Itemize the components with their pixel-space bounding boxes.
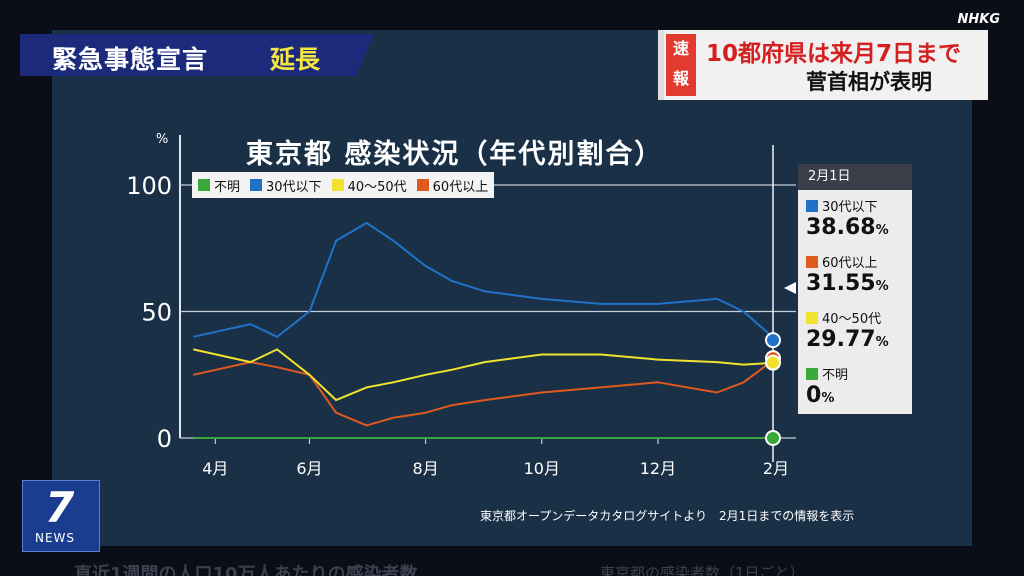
banner-sub-text: 延長 [270, 45, 321, 74]
info-label: 不明 [822, 368, 849, 383]
info-pointer-icon [784, 282, 796, 294]
legend-swatch [416, 179, 429, 191]
breaking-line-1: 10都府県は来月7日まで [706, 41, 962, 67]
legend-item-40-50s: 40～50代 [331, 176, 407, 195]
series-line-40-50s [193, 348, 777, 402]
x-tick-label: 6月 [296, 459, 322, 478]
x-tick-label: 10月 [524, 459, 560, 478]
info-date: 2月1日 [798, 164, 912, 190]
info-row-40-50s: 40～50代 29.77% [806, 308, 889, 352]
info-value: 0 [806, 383, 822, 408]
legend-swatch [331, 179, 344, 191]
info-swatch [806, 255, 818, 268]
legend-item-unknown: 不明 [198, 176, 240, 195]
headline-banner: 緊急事態宣言 延長 [20, 34, 374, 76]
chart-legend: 不明 30代以下 40～50代 60代以上 [192, 172, 495, 198]
x-tick-label: 12月 [640, 459, 676, 478]
info-label: 60代以上 [822, 256, 878, 271]
next-segment-right: 東京都の感染者数（1日ごと） [600, 564, 805, 576]
legend-label: 60代以上 [432, 179, 489, 195]
info-value: 31.55 [806, 271, 876, 296]
y-tick-label: 0 [157, 425, 172, 453]
info-swatch [806, 367, 818, 380]
news7-logo: 7 NEWS [22, 480, 100, 552]
legend-swatch [250, 179, 263, 191]
legend-label: 30代以下 [266, 179, 322, 195]
y-tick-label: 50 [141, 299, 172, 327]
value-info-box: 2月1日 30代以下 38.68% 60代以上 31.55% 40～50代 29… [798, 164, 912, 414]
breaking-line-2: 菅首相が表明 [806, 70, 932, 94]
legend-label: 不明 [214, 179, 241, 195]
info-row-under30s: 30代以下 38.68% [806, 196, 889, 240]
legend-item-under30s: 30代以下 [250, 176, 322, 195]
info-unit: % [821, 391, 835, 406]
info-value: 38.68 [806, 215, 876, 240]
info-unit: % [875, 335, 889, 350]
info-value: 29.77 [806, 327, 876, 352]
info-swatch [806, 199, 818, 212]
legend-label: 40～50代 [347, 179, 407, 195]
info-label: 30代以下 [822, 200, 878, 215]
series-endpoint-dot [765, 430, 781, 446]
banner-main-text: 緊急事態宣言 [52, 45, 209, 74]
legend-item-60s-plus: 60代以上 [416, 176, 489, 195]
data-source-note: 東京都オープンデータカタログサイトより 2月1日までの情報を表示 [480, 509, 855, 523]
series-line-30s-under [193, 222, 777, 341]
breaking-tag: 速報 [666, 34, 696, 96]
x-tick-label: 2月 [763, 459, 789, 478]
info-row-unknown: 不明 0% [806, 364, 848, 408]
series-line-60s-plus [193, 357, 777, 427]
y-axis-unit: % [156, 132, 169, 147]
next-segment-left: 直近1週間の人口10万人あたりの感染者数 [74, 564, 418, 576]
x-tick-label: 8月 [413, 459, 439, 478]
info-unit: % [875, 279, 889, 294]
y-tick-label: 100 [126, 172, 172, 200]
legend-swatch [198, 179, 210, 191]
news7-number: 7 [45, 483, 75, 532]
breaking-news-box [658, 30, 988, 100]
info-swatch [806, 311, 818, 324]
info-label: 40～50代 [822, 312, 882, 327]
x-tick-label: 4月 [202, 459, 228, 478]
news7-text: NEWS [35, 531, 76, 545]
info-row-60s-plus: 60代以上 31.55% [806, 252, 889, 296]
channel-logo: NHKG [957, 12, 1000, 27]
series-endpoint-dot [765, 354, 781, 371]
info-unit: % [875, 223, 889, 238]
chart-title: 東京都 感染状況（年代別割合） [246, 139, 664, 170]
series-endpoint-dot [765, 332, 781, 349]
